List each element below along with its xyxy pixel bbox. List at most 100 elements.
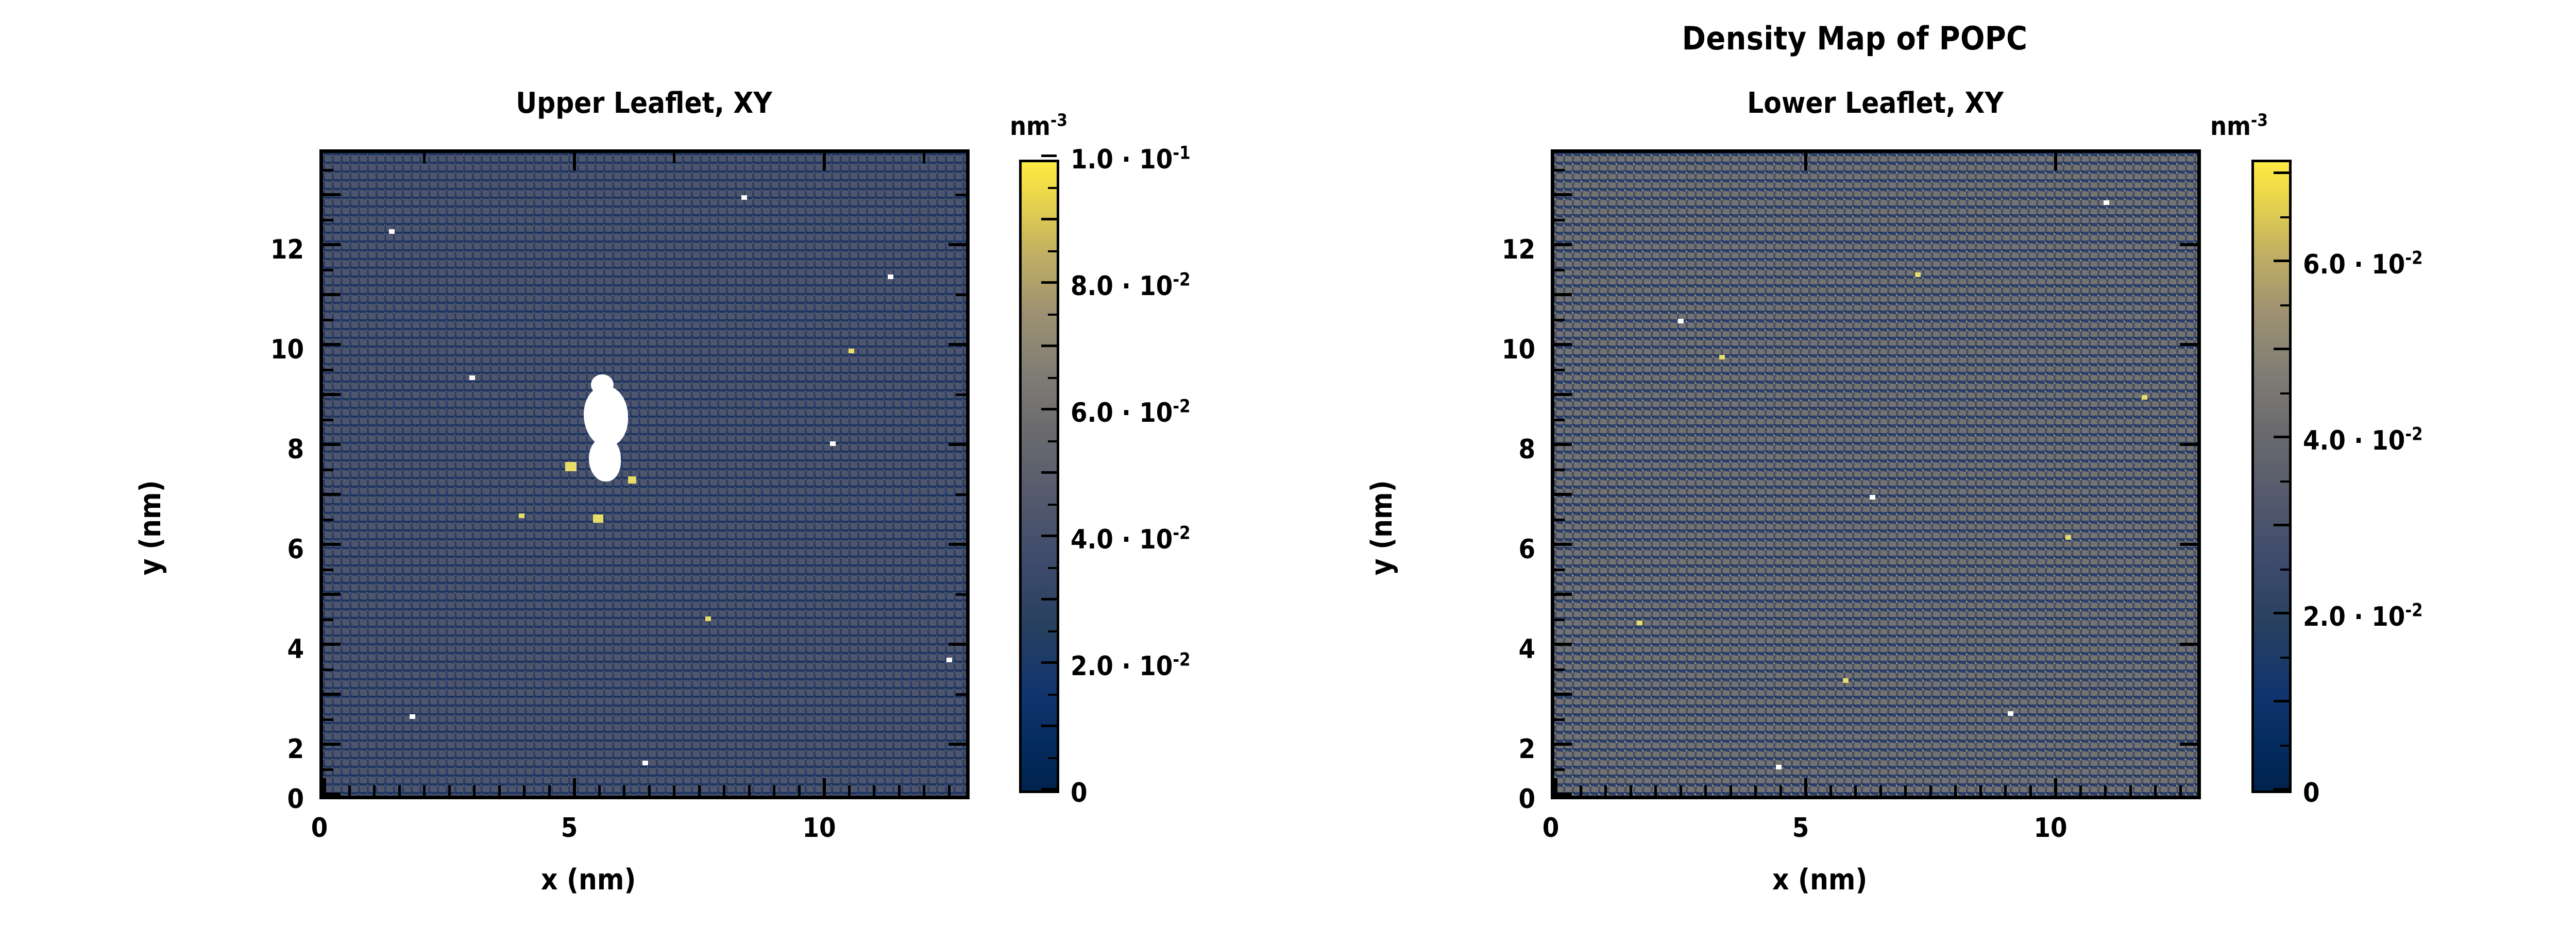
- cbar-label: 4.0 · 10-2: [1071, 523, 1191, 555]
- speckle: [888, 274, 893, 279]
- xtick-major-top: [1804, 153, 1807, 170]
- speckle: [946, 658, 952, 662]
- ytick-label: 10: [270, 334, 304, 365]
- xtick-major-top: [823, 153, 826, 170]
- cbar-label: 8.0 · 10-2: [1071, 269, 1191, 302]
- cbar-tick: [1041, 535, 1057, 537]
- xtick-minor: [648, 785, 651, 796]
- ytick-major: [1554, 343, 1572, 346]
- speckle: [1915, 272, 1921, 277]
- speckle: [389, 229, 395, 234]
- xtick-minor: [423, 785, 426, 796]
- xaxis-label-lower-leaflet: x (nm): [1772, 863, 1868, 897]
- speckle: [410, 714, 415, 719]
- xtick-minor: [473, 785, 476, 796]
- xtick-minor: [2004, 785, 2007, 796]
- cbar-tick: [1048, 630, 1057, 632]
- speckle: [705, 616, 711, 621]
- ytick-major: [1554, 643, 1572, 646]
- membrane-pore: [584, 386, 628, 447]
- speckle: [1678, 319, 1684, 323]
- cbar-tick: [1041, 598, 1057, 600]
- xtick-minor: [1879, 785, 1882, 796]
- ytick-major-right: [948, 443, 966, 446]
- colorbar-upper-leaflet[interactable]: [1019, 154, 1059, 793]
- cbar-tick: [2280, 480, 2289, 483]
- ytick-major: [323, 693, 341, 696]
- panel-title-lower-leaflet: Lower Leaflet, XY: [1747, 87, 2004, 120]
- xtick-minor: [1979, 785, 1982, 796]
- xtick-minor: [723, 785, 725, 796]
- ytick-major-right: [948, 243, 966, 246]
- cbar-label: 0: [1071, 778, 1088, 809]
- cbar-tick: [1041, 788, 1057, 791]
- ytick-major-right: [2180, 543, 2197, 546]
- xtick-minor: [848, 785, 851, 796]
- cbar-label: 2.0 · 10-2: [1071, 649, 1191, 682]
- xtick-minor: [398, 785, 401, 796]
- xtick-minor: [348, 785, 351, 796]
- ytick-major: [1554, 293, 1572, 296]
- ytick-label: 4: [287, 634, 304, 665]
- speckle: [2104, 200, 2109, 205]
- ytick-minor-right: [956, 693, 966, 696]
- ytick-major: [323, 443, 341, 446]
- xtick-minor-top: [423, 153, 426, 163]
- xtick-minor: [1754, 785, 1757, 796]
- xtick-minor: [373, 785, 376, 796]
- ytick-major: [1554, 793, 1572, 796]
- density-field-lower-leaflet: [1554, 153, 2197, 796]
- xtick-minor-top: [673, 153, 675, 163]
- ytick-label: 2: [287, 734, 304, 765]
- cbar-tick: [1048, 250, 1057, 252]
- membrane-pore-tail: [589, 437, 621, 482]
- ytick-major: [1554, 593, 1572, 596]
- ytick-minor: [323, 368, 333, 371]
- xtick-minor: [1704, 785, 1707, 796]
- axes-upper-leaflet[interactable]: [319, 149, 970, 799]
- noise-texture-upper: [323, 153, 966, 796]
- xtick-label: 5: [561, 813, 578, 844]
- cbar-tick: [1048, 186, 1057, 189]
- ytick-major: [323, 793, 341, 796]
- cbar-label: 1.0 · 10-1: [1071, 143, 1191, 175]
- ytick-major: [1554, 743, 1572, 746]
- ytick-minor-right: [956, 493, 966, 496]
- xtick-minor: [523, 785, 526, 796]
- xtick-label: 5: [1792, 813, 1809, 844]
- colorbar-lower-leaflet[interactable]: [2251, 160, 2292, 793]
- ytick-major: [323, 543, 341, 546]
- cbar-tick: [1048, 503, 1057, 506]
- ytick-minor: [323, 418, 333, 421]
- cbar-label: 6.0 · 10-2: [1071, 396, 1191, 428]
- ytick-major: [1554, 393, 1572, 396]
- xtick-minor: [748, 785, 751, 796]
- ytick-major-right: [948, 743, 966, 746]
- speckle: [830, 441, 836, 446]
- colorbar-gradient: [1022, 162, 1057, 791]
- ytick-minor: [323, 468, 333, 471]
- cbar-tick: [1048, 566, 1057, 569]
- xtick-minor: [498, 785, 501, 796]
- ytick-minor: [1554, 568, 1565, 571]
- xtick-minor: [2154, 785, 2157, 796]
- xtick-label: 10: [2033, 813, 2067, 844]
- xtick-minor: [1679, 785, 1682, 796]
- speckle: [2065, 535, 2071, 540]
- ytick-label: 12: [1501, 234, 1535, 265]
- axes-lower-leaflet[interactable]: [1551, 149, 2201, 799]
- cbar-tick: [1041, 471, 1057, 474]
- ytick-minor-right: [956, 393, 966, 396]
- xtick-minor: [923, 785, 925, 796]
- ytick-major: [323, 593, 341, 596]
- ytick-label: 2: [1518, 734, 1535, 765]
- speckle: [849, 349, 854, 353]
- xtick-minor: [773, 785, 775, 796]
- cbar-tick: [1041, 661, 1057, 664]
- ytick-minor: [1554, 718, 1565, 721]
- cbar-tick: [2274, 700, 2289, 702]
- ytick-major: [323, 243, 341, 246]
- cbar-tick: [1041, 281, 1057, 284]
- ytick-major: [323, 493, 341, 496]
